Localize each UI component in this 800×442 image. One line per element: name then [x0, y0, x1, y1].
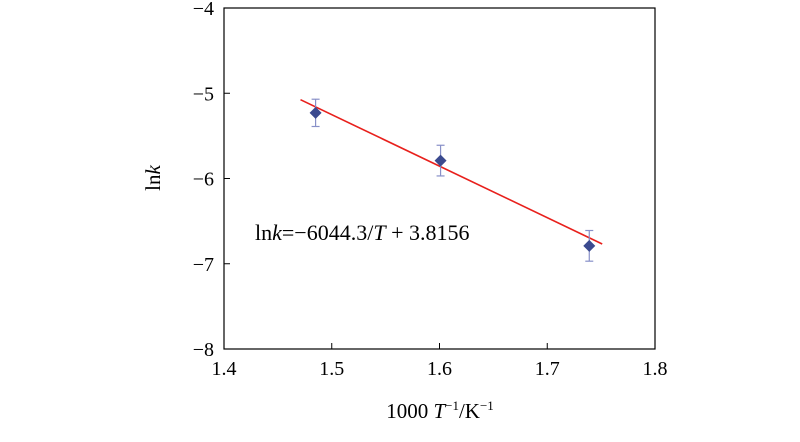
data-point	[434, 154, 447, 167]
y-tick-label: −5	[193, 83, 214, 105]
y-tick-label: −6	[193, 169, 214, 191]
data-point	[309, 106, 322, 119]
x-tick-label: 1.5	[319, 358, 344, 380]
fit-equation: lnk=−6044.3/T + 3.8156	[255, 220, 470, 245]
x-tick-label: 1.8	[643, 358, 668, 380]
data-point	[583, 239, 596, 252]
x-tick-label: 1.7	[535, 358, 560, 380]
x-tick-label: 1.4	[212, 358, 237, 380]
y-tick-label: −4	[193, 0, 214, 20]
fit-line	[300, 98, 603, 245]
y-axis-label: lnk	[141, 164, 165, 190]
x-axis-label: 1000 T−1/K−1	[386, 398, 494, 423]
plot-frame	[223, 7, 656, 350]
y-tick-label: −8	[193, 339, 214, 361]
y-tick-label: −7	[193, 254, 214, 276]
x-tick-label: 1.6	[427, 358, 452, 380]
